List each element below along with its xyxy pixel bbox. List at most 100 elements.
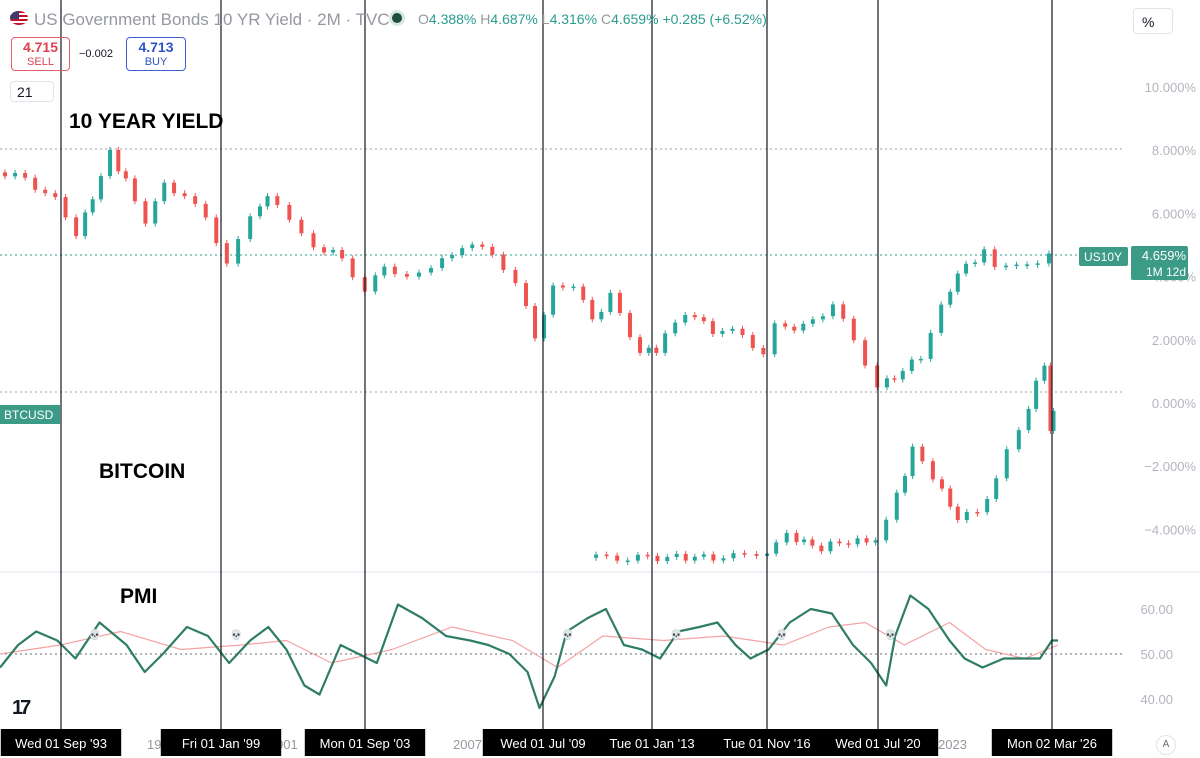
date-label: Wed 01 Jul '20 xyxy=(835,736,920,751)
sell-button[interactable]: 4.715 SELL xyxy=(11,37,70,71)
y-tick-label: 6.000% xyxy=(1152,206,1197,221)
yield-candle xyxy=(542,314,547,339)
yield-candle xyxy=(490,246,495,255)
yield-candle xyxy=(772,323,777,355)
yield-candle xyxy=(203,203,208,218)
yield-candle xyxy=(964,263,969,274)
yield-candle xyxy=(450,255,455,259)
yield-candle xyxy=(608,292,613,312)
date-label-box xyxy=(160,729,282,756)
yield-candle xyxy=(783,323,788,327)
yield-candle xyxy=(560,285,565,288)
btc-candle xyxy=(910,446,915,477)
yield-candle xyxy=(311,233,316,248)
pmi-tick-label: 50.00 xyxy=(1140,647,1173,662)
pmi-label: PMI xyxy=(120,585,158,608)
pmi-tick-label: 40.00 xyxy=(1140,692,1173,707)
yield-candle xyxy=(918,358,923,361)
yield-candle xyxy=(299,219,304,234)
yield-candle xyxy=(1014,264,1019,267)
yield-label: 10 YEAR YIELD xyxy=(69,110,224,133)
yield-candle xyxy=(673,322,678,334)
percent-scale-button[interactable]: % xyxy=(1133,8,1173,34)
yield-candle xyxy=(470,244,475,249)
yield-candle xyxy=(382,266,387,276)
yield-candle xyxy=(98,176,103,200)
date-label: Tue 01 Jan '13 xyxy=(609,736,694,751)
yield-candle xyxy=(287,204,292,220)
symbol-title[interactable]: US Government Bonds 10 YR Yield · 2M · T… xyxy=(34,10,390,29)
btc-candle xyxy=(721,558,726,561)
y-tick-label: −2.000% xyxy=(1144,459,1196,474)
yield-candle xyxy=(108,149,113,177)
yield-candle xyxy=(182,193,187,197)
yield-candle xyxy=(1035,263,1040,265)
btc-candle xyxy=(742,553,747,555)
yield-candle xyxy=(331,249,336,253)
btc-tag-text: BTCUSD xyxy=(4,408,54,422)
buy-button[interactable]: 4.713 BUY xyxy=(126,37,186,71)
yield-candle xyxy=(33,177,38,190)
btc-candle xyxy=(810,539,815,546)
yield-candle xyxy=(909,359,914,371)
y-tick-label: −4.000% xyxy=(1144,522,1196,537)
yield-candle xyxy=(692,315,697,318)
btc-candle xyxy=(964,511,969,521)
us-flag-icon xyxy=(10,11,28,25)
btc-candle xyxy=(683,553,688,561)
yield-candle xyxy=(939,304,944,333)
yield-candle xyxy=(884,378,889,388)
yield-candle xyxy=(590,299,595,320)
yield-candle xyxy=(193,196,198,204)
yield-candle xyxy=(83,212,88,237)
symbol-tag-text: US10Y xyxy=(1084,250,1122,264)
btc-candle xyxy=(837,541,842,544)
yield-candle xyxy=(982,249,987,263)
tradingview-logo-icon[interactable]: 17 xyxy=(12,697,31,719)
btc-candle xyxy=(1016,430,1021,450)
year-label: 2007 xyxy=(453,737,482,752)
yield-candle xyxy=(710,321,715,335)
yield-candle xyxy=(701,317,706,322)
yield-candle xyxy=(720,330,725,335)
btc-candle xyxy=(975,511,980,514)
btc-candle xyxy=(594,554,599,558)
yield-candle xyxy=(948,291,953,305)
btc-candle xyxy=(802,539,807,543)
yield-candle xyxy=(392,266,397,274)
btc-candle xyxy=(894,492,899,520)
yield-candle xyxy=(973,262,978,264)
skull-marker-icon: 💀 xyxy=(884,628,896,641)
y-tick-label: 2.000% xyxy=(1152,333,1197,348)
yield-candle xyxy=(214,217,219,244)
y-tick-label: 8.000% xyxy=(1152,143,1197,158)
btc-candle xyxy=(635,554,640,561)
yield-candle xyxy=(275,196,280,205)
skull-marker-icon: 💀 xyxy=(562,628,574,641)
yield-candle xyxy=(638,337,643,353)
skull-marker-icon: 💀 xyxy=(670,628,682,641)
auto-scale-button[interactable]: A xyxy=(1156,735,1176,755)
yield-candle xyxy=(1046,253,1051,264)
yield-candle xyxy=(523,283,528,307)
yield-candle xyxy=(265,196,270,207)
y-tick-label: 0.000% xyxy=(1152,396,1197,411)
price-tag-countdown: 1M 12d xyxy=(1146,265,1186,279)
yield-candle xyxy=(373,275,378,292)
yield-candle xyxy=(599,311,604,320)
yield-candle xyxy=(683,315,688,323)
pmi-average-line xyxy=(0,621,1059,669)
yield-candle xyxy=(404,273,409,277)
btc-candle xyxy=(939,479,944,489)
btc-candle xyxy=(645,554,650,557)
btc-candle xyxy=(920,446,925,462)
yield-candle xyxy=(143,201,148,224)
interval-selector[interactable]: 21 xyxy=(10,81,54,102)
btc-candle xyxy=(864,538,869,543)
yield-candle xyxy=(350,258,355,278)
market-status-icon[interactable] xyxy=(392,13,402,23)
yield-candle xyxy=(322,247,327,253)
btc-candle xyxy=(1034,380,1039,409)
btc-candle xyxy=(930,461,935,480)
